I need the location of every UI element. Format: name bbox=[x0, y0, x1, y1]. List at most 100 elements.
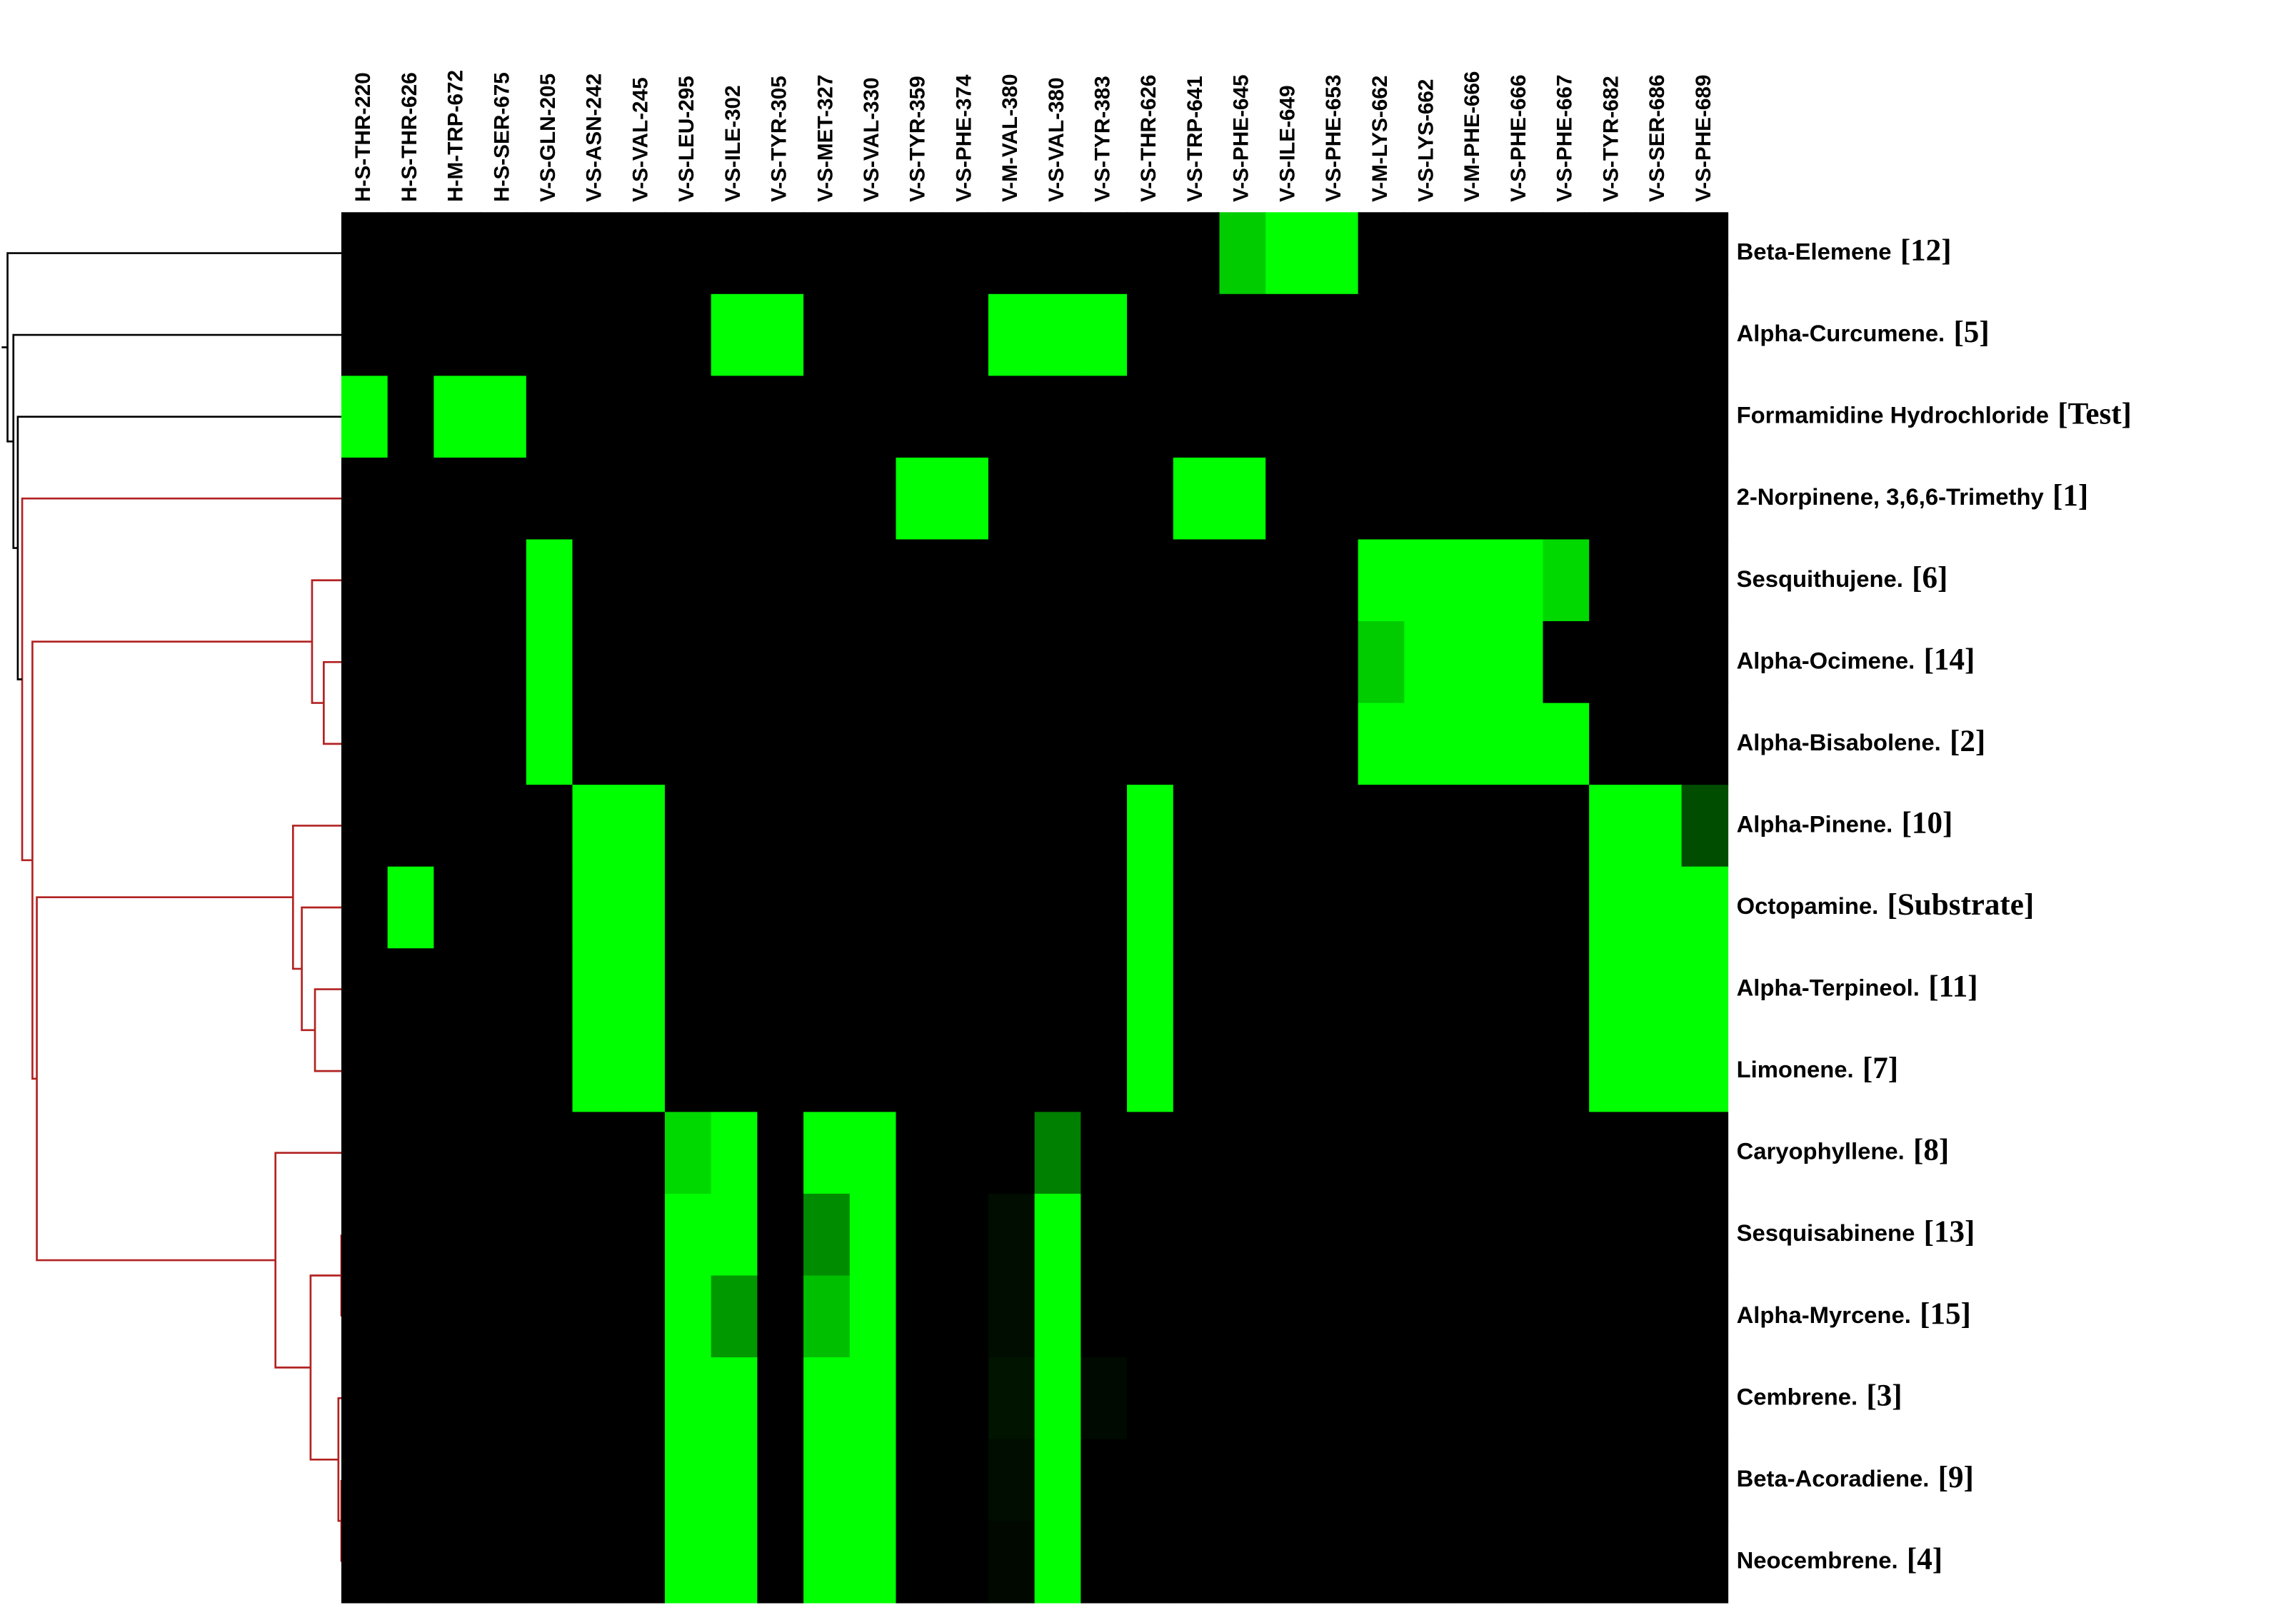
heatmap-cell bbox=[1450, 457, 1498, 540]
heatmap-cell bbox=[1265, 948, 1313, 1031]
heatmap-cell bbox=[896, 1030, 943, 1113]
heatmap-cell bbox=[1543, 1112, 1590, 1194]
heatmap-cell bbox=[1034, 1357, 1082, 1440]
heatmap-cell bbox=[849, 1521, 897, 1604]
heatmap-cell bbox=[1635, 1275, 1683, 1358]
heatmap-cell bbox=[1496, 866, 1544, 950]
column-label: H-S-THR-626 bbox=[398, 72, 421, 202]
heatmap-cell bbox=[1358, 293, 1405, 377]
column-label: V-S-PHE-653 bbox=[1322, 75, 1345, 202]
heatmap-cell bbox=[1081, 785, 1128, 867]
heatmap-cell bbox=[1404, 1193, 1451, 1277]
heatmap-cell bbox=[1081, 948, 1128, 1031]
heatmap-cell bbox=[757, 621, 804, 704]
heatmap-cell bbox=[1450, 948, 1498, 1031]
heatmap-cell bbox=[1450, 1357, 1498, 1440]
row-name: Alpha-Terpineol. bbox=[1737, 974, 1920, 1000]
row-tag: [15] bbox=[1920, 1297, 1971, 1331]
heatmap-cell bbox=[1173, 785, 1220, 867]
heatmap-cell bbox=[618, 212, 666, 295]
heatmap-cell bbox=[942, 293, 989, 377]
row-name: Caryophyllene. bbox=[1737, 1137, 1905, 1164]
heatmap-cell bbox=[1127, 1030, 1174, 1113]
heatmap-cell bbox=[1589, 1439, 1636, 1522]
heatmap-cell bbox=[849, 1030, 897, 1113]
heatmap-cell bbox=[1635, 1521, 1683, 1604]
heatmap-cell bbox=[341, 866, 388, 950]
heatmap-cell bbox=[618, 621, 666, 704]
heatmap-cell bbox=[1034, 1030, 1082, 1113]
heatmap-cell bbox=[1589, 376, 1636, 458]
row-label: Beta-Acoradiene. [9] bbox=[1737, 1461, 1974, 1494]
row-label: Octopamine. [Substrate] bbox=[1737, 888, 2035, 922]
heatmap-cell bbox=[526, 621, 573, 704]
heatmap-cell bbox=[896, 376, 943, 458]
heatmap-cell bbox=[849, 703, 897, 785]
heatmap-cell bbox=[988, 376, 1036, 458]
row-tag: [7] bbox=[1863, 1052, 1898, 1085]
heatmap-cell bbox=[711, 293, 758, 377]
heatmap-cell bbox=[711, 785, 758, 867]
heatmap-cell bbox=[1496, 1439, 1544, 1522]
heatmap-cell bbox=[1543, 866, 1590, 950]
heatmap bbox=[341, 212, 1729, 1604]
column-label: V-S-GLN-205 bbox=[536, 74, 560, 202]
row-name: Sesquithujene. bbox=[1737, 565, 1903, 591]
heatmap-cell bbox=[988, 948, 1036, 1031]
heatmap-cell bbox=[803, 1193, 851, 1277]
heatmap-cell bbox=[1496, 212, 1544, 295]
heatmap-cell bbox=[988, 1357, 1036, 1440]
heatmap-cell bbox=[1081, 376, 1128, 458]
heatmap-cell bbox=[849, 866, 897, 950]
row-label: Sesquisabinene [13] bbox=[1737, 1215, 1975, 1249]
heatmap-cell bbox=[664, 703, 712, 785]
heatmap-cell bbox=[1081, 1112, 1128, 1194]
heatmap-cell bbox=[1081, 621, 1128, 704]
heatmap-cell bbox=[988, 293, 1036, 377]
heatmap-cell bbox=[341, 621, 388, 704]
heatmap-cell bbox=[942, 948, 989, 1031]
heatmap-cell bbox=[1681, 703, 1729, 785]
heatmap-cell bbox=[803, 948, 851, 1031]
heatmap-cell bbox=[711, 1193, 758, 1277]
row-tag: [10] bbox=[1902, 806, 1953, 840]
heatmap-cell bbox=[480, 1521, 527, 1604]
heatmap-cell bbox=[618, 1521, 666, 1604]
heatmap-cell bbox=[1450, 1439, 1498, 1522]
heatmap-cell bbox=[896, 948, 943, 1031]
heatmap-cell bbox=[757, 457, 804, 540]
heatmap-cell bbox=[896, 703, 943, 785]
heatmap-cell bbox=[1681, 212, 1729, 295]
heatmap-cell bbox=[1311, 539, 1359, 622]
heatmap-cell bbox=[341, 703, 388, 785]
heatmap-cell bbox=[1543, 1275, 1590, 1358]
heatmap-cell bbox=[433, 293, 481, 377]
heatmap-cell bbox=[664, 1357, 712, 1440]
heatmap-cell bbox=[1081, 539, 1128, 622]
heatmap-cell bbox=[480, 457, 527, 540]
heatmap-cell bbox=[1081, 1275, 1128, 1358]
row-tag: [1] bbox=[2052, 479, 2088, 513]
heatmap-cell bbox=[896, 1193, 943, 1277]
heatmap-cell bbox=[1219, 1521, 1267, 1604]
heatmap-cell bbox=[480, 866, 527, 950]
heatmap-cell bbox=[526, 1357, 573, 1440]
heatmap-cell bbox=[433, 1193, 481, 1277]
heatmap-cell bbox=[572, 948, 620, 1031]
heatmap-cell bbox=[849, 293, 897, 377]
heatmap-cell bbox=[526, 1275, 573, 1358]
heatmap-cell bbox=[572, 785, 620, 867]
row-label: Alpha-Curcumene. [5] bbox=[1737, 316, 1990, 349]
heatmap-cell bbox=[1173, 621, 1220, 704]
heatmap-cell bbox=[572, 539, 620, 622]
heatmap-cell bbox=[803, 212, 851, 295]
heatmap-cell bbox=[1358, 457, 1405, 540]
heatmap-cell bbox=[526, 376, 573, 458]
heatmap-cell bbox=[1311, 866, 1359, 950]
heatmap-cell bbox=[480, 293, 527, 377]
heatmap-cell bbox=[849, 1439, 897, 1522]
heatmap-cell bbox=[803, 1275, 851, 1358]
column-label: H-S-SER-675 bbox=[490, 72, 513, 202]
row-name: Alpha-Curcumene. bbox=[1737, 320, 1945, 346]
row-tag: [14] bbox=[1924, 643, 1975, 676]
